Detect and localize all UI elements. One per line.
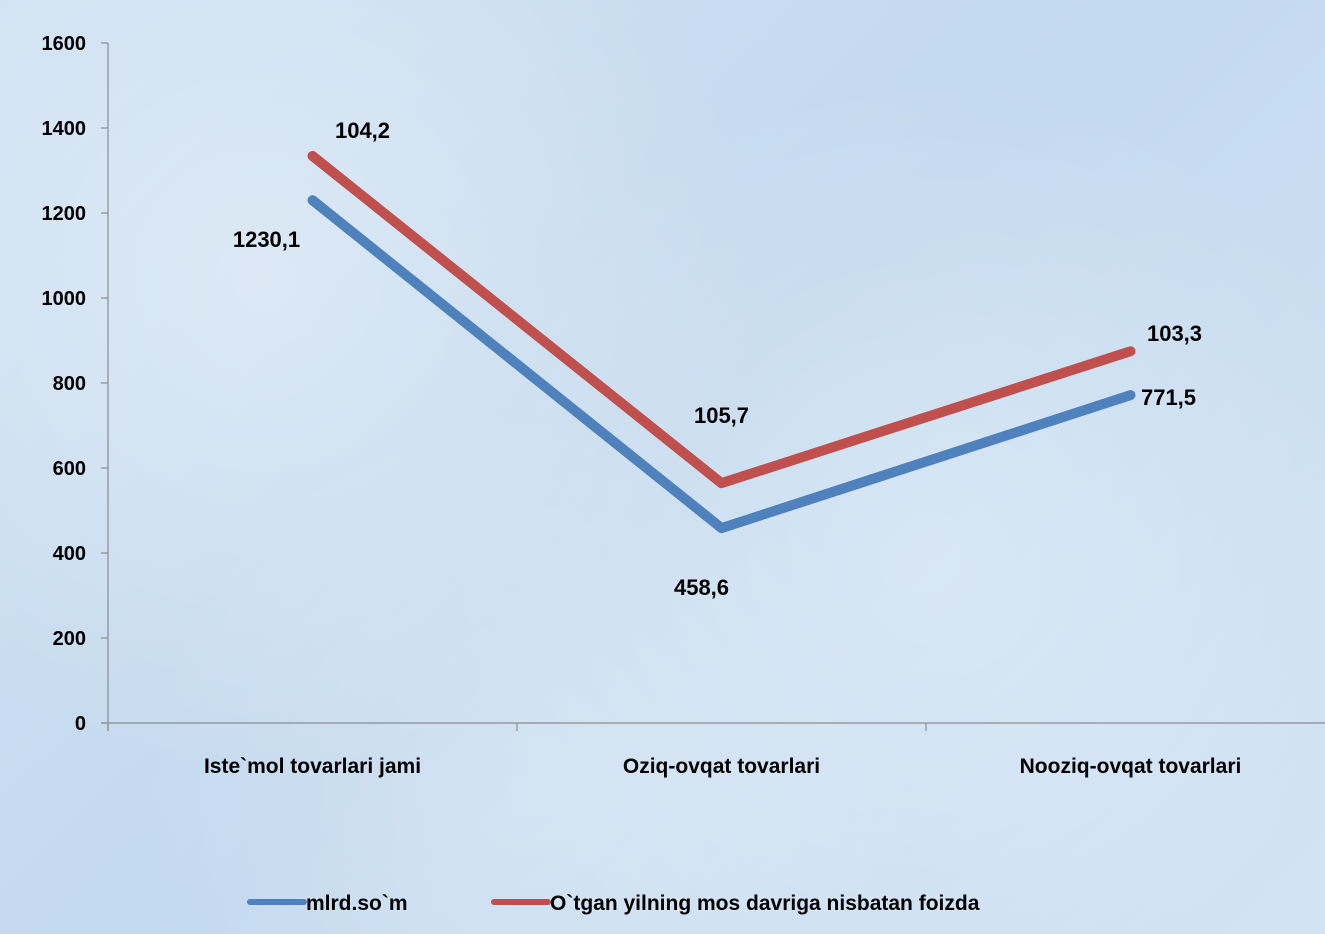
legend-label: O`tgan yilning mos davriga nisbatan foiz… [550,892,980,915]
y-tick-label: 1000 [42,288,87,310]
y-axis-ticks: 0 200 400 600 800 1000 1200 1400 1600 [42,33,108,735]
legend: mlrd.so`m O`tgan yilning mos davriga nisb… [247,892,980,915]
series-line [307,195,1136,534]
data-label: 103,3 [1147,321,1202,346]
data-labels: 1230,1 458,6 771,5 104,2 105,7 103,3 [233,118,1202,600]
y-tick-label: 1600 [42,33,87,55]
y-tick-label: 800 [53,373,86,395]
series-lines [307,150,1136,534]
axes [102,43,1325,731]
x-tick-label: Iste`mol tovarlari jami [204,755,421,778]
series-line [307,150,1136,489]
data-label: 1230,1 [233,227,300,252]
y-tick-label: 600 [53,458,86,480]
y-tick-label: 200 [53,628,86,650]
data-label: 104,2 [335,118,390,143]
legend-label: mlrd.so`m [306,892,408,915]
y-tick-label: 0 [75,713,86,735]
y-tick-label: 400 [53,543,86,565]
y-tick-label: 1400 [42,118,87,140]
x-axis-ticks: Iste`mol tovarlari jami Oziq-ovqat tovarl… [107,723,1242,778]
y-tick-label: 1200 [42,203,87,225]
data-label: 771,5 [1141,385,1196,410]
x-tick-label: Nooziq-ovqat tovarlari [1020,755,1242,778]
data-label: 458,6 [674,575,729,600]
x-tick-label: Oziq-ovqat tovarlari [623,755,820,778]
data-label: 105,7 [694,403,749,428]
